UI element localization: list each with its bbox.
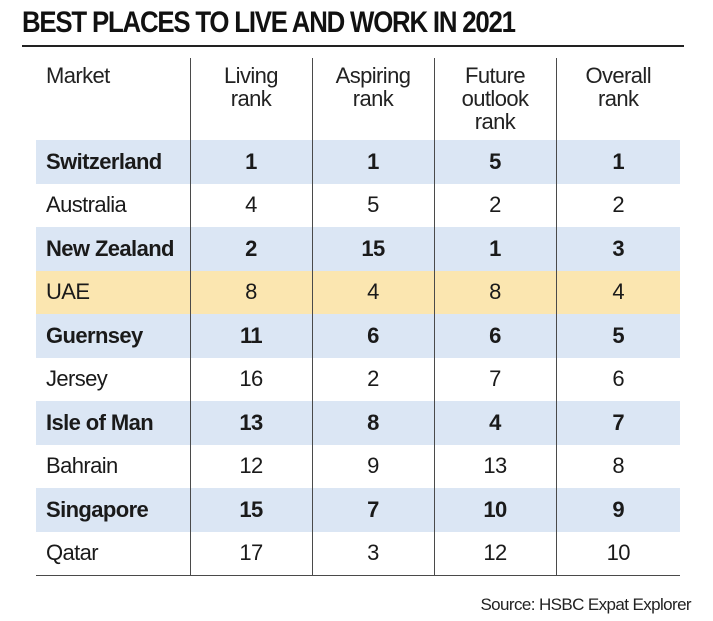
- future-outlook-rank: 2: [433, 183, 556, 227]
- aspiring-rank: 2: [311, 357, 434, 401]
- future-outlook-rank: 4: [433, 401, 556, 445]
- living-rank: 1: [189, 140, 312, 184]
- header-overall-rank: Overall rank: [555, 58, 680, 140]
- future-outlook-rank: 6: [433, 314, 556, 358]
- table-row: Qatar 17 3 12 10: [36, 531, 680, 576]
- aspiring-rank: 7: [311, 488, 434, 532]
- aspiring-rank: 15: [311, 227, 434, 271]
- aspiring-rank: 9: [311, 444, 434, 488]
- overall-rank: 4: [555, 270, 680, 314]
- future-outlook-rank: 12: [433, 531, 556, 576]
- living-rank: 2: [189, 227, 312, 271]
- overall-rank: 7: [555, 401, 680, 445]
- overall-rank: 1: [555, 140, 680, 184]
- header-aspiring-rank: Aspiring rank: [311, 58, 434, 140]
- table-row: Jersey 16 2 7 6: [36, 357, 680, 401]
- table-row: Switzerland 1 1 5 1: [36, 140, 680, 184]
- header-row: Market Living rank Aspiring rank Future outloo…: [36, 58, 680, 140]
- future-outlook-rank: 5: [433, 140, 556, 184]
- table-row: Bahrain 12 9 13 8: [36, 444, 680, 488]
- market-name: Australia: [46, 192, 127, 218]
- table-row: Australia 4 5 2 2: [36, 183, 680, 227]
- market-name: Qatar: [36, 531, 190, 576]
- market-name: Guernsey: [36, 314, 190, 358]
- table-row: Guernsey 11 6 6 5: [36, 314, 680, 358]
- aspiring-rank: 4: [311, 270, 434, 314]
- table-row: Singapore 15 7 10 9: [36, 488, 680, 532]
- aspiring-rank: 8: [311, 401, 434, 445]
- aspiring-rank: 3: [311, 531, 434, 576]
- future-outlook-rank: 8: [433, 270, 556, 314]
- rankings-table: Market Living rank Aspiring rank Future outloo…: [36, 58, 680, 576]
- aspiring-rank: 5: [311, 183, 434, 227]
- future-outlook-rank: 13: [433, 444, 556, 488]
- market-name: Jersey: [46, 366, 108, 392]
- overall-rank: 10: [555, 531, 680, 576]
- market-name: Switzerland: [36, 140, 190, 184]
- overall-rank: 6: [555, 357, 680, 401]
- living-rank: 4: [189, 183, 312, 227]
- source-note: Source: HSBC Expat Explorer: [480, 595, 691, 614]
- living-rank: 11: [189, 314, 312, 358]
- table-body: Switzerland 1 1 5 1 Australia 4 5 2 2 New Zealand 2…: [36, 140, 680, 576]
- living-rank: 12: [189, 444, 312, 488]
- title-rule: [22, 45, 684, 47]
- market-name: Isle of Man: [36, 401, 190, 445]
- future-outlook-rank: 7: [433, 357, 556, 401]
- living-rank: 8: [189, 270, 312, 314]
- overall-rank: 3: [555, 227, 680, 271]
- market-name: UAE: [36, 270, 190, 314]
- living-rank: 17: [189, 531, 312, 576]
- future-outlook-rank: 10: [433, 488, 556, 532]
- header-market: Market: [46, 63, 110, 88]
- table-row: Isle of Man 13 8 4 7: [36, 401, 680, 445]
- aspiring-rank: 6: [311, 314, 434, 358]
- market-name: Bahrain: [46, 453, 118, 479]
- overall-rank: 2: [555, 183, 680, 227]
- header-living-rank: Living rank: [189, 58, 312, 140]
- overall-rank: 5: [555, 314, 680, 358]
- table-row: New Zealand 2 15 1 3: [36, 227, 680, 271]
- market-name: New Zealand: [36, 227, 190, 271]
- table-row: UAE 8 4 8 4: [36, 270, 680, 314]
- living-rank: 15: [189, 488, 312, 532]
- overall-rank: 9: [555, 488, 680, 532]
- future-outlook-rank: 1: [433, 227, 556, 271]
- header-future-outlook-rank: Future outlook rank: [433, 58, 556, 140]
- overall-rank: 8: [555, 444, 680, 488]
- market-name: Singapore: [36, 488, 190, 532]
- living-rank: 16: [189, 357, 312, 401]
- aspiring-rank: 1: [311, 140, 434, 184]
- chart-title: BEST PLACES TO LIVE AND WORK IN 2021: [22, 6, 516, 39]
- living-rank: 13: [189, 401, 312, 445]
